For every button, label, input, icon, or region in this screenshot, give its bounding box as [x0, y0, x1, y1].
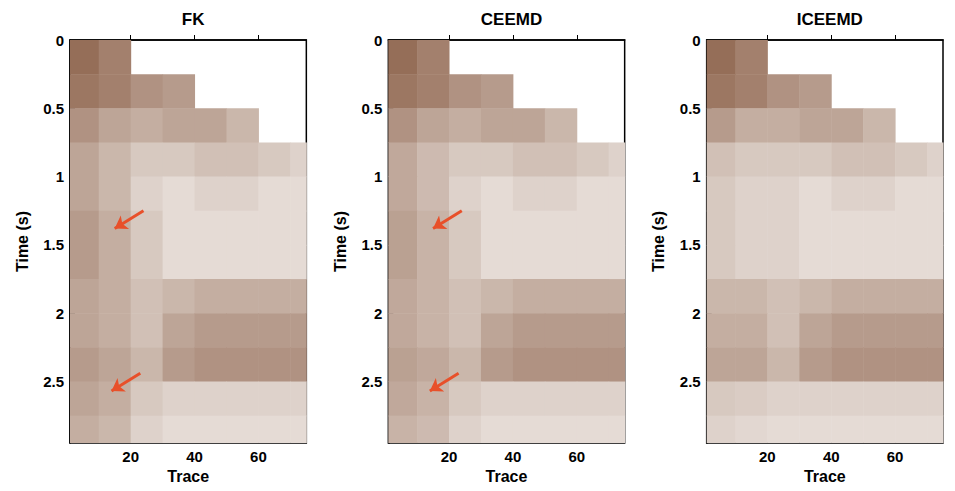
svg-text:ICEEMD: ICEEMD: [797, 10, 863, 29]
svg-text:0.5: 0.5: [361, 100, 382, 117]
svg-text:20: 20: [441, 448, 458, 465]
svg-text:60: 60: [250, 448, 267, 465]
svg-text:1: 1: [56, 168, 64, 185]
svg-text:Trace: Trace: [167, 468, 209, 485]
svg-text:0: 0: [692, 32, 700, 49]
svg-text:0.5: 0.5: [43, 100, 64, 117]
svg-text:2: 2: [374, 305, 382, 322]
svg-text:0: 0: [374, 32, 382, 49]
svg-text:2: 2: [692, 305, 700, 322]
svg-text:1.5: 1.5: [43, 236, 64, 253]
svg-text:2.5: 2.5: [43, 373, 64, 390]
svg-text:Time (s): Time (s): [332, 211, 349, 272]
svg-text:0.5: 0.5: [680, 100, 701, 117]
svg-text:20: 20: [122, 448, 139, 465]
svg-text:60: 60: [887, 448, 904, 465]
svg-text:2.5: 2.5: [680, 373, 701, 390]
svg-text:1.5: 1.5: [680, 236, 701, 253]
svg-text:1: 1: [692, 168, 700, 185]
svg-text:1: 1: [374, 168, 382, 185]
svg-text:40: 40: [186, 448, 203, 465]
svg-text:20: 20: [759, 448, 776, 465]
svg-text:2.5: 2.5: [361, 373, 382, 390]
svg-text:0: 0: [56, 32, 64, 49]
svg-text:1.5: 1.5: [361, 236, 382, 253]
svg-text:40: 40: [505, 448, 522, 465]
svg-text:2: 2: [56, 305, 64, 322]
svg-text:FK: FK: [182, 10, 205, 29]
svg-text:Trace: Trace: [486, 468, 528, 485]
svg-text:60: 60: [568, 448, 585, 465]
svg-text:CEEMD: CEEMD: [481, 10, 542, 29]
svg-text:Time (s): Time (s): [650, 211, 667, 272]
svg-text:Time (s): Time (s): [14, 211, 31, 272]
svg-text:Trace: Trace: [804, 468, 846, 485]
svg-text:40: 40: [823, 448, 840, 465]
